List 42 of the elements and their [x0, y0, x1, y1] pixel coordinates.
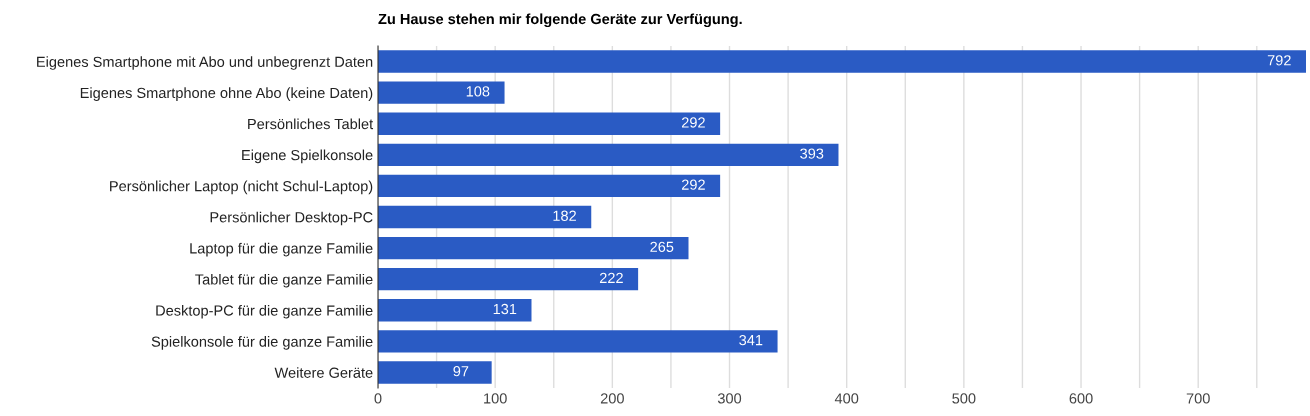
x-tick-label: 600 [1069, 393, 1093, 404]
bar [378, 174, 721, 198]
data-label: 792 [1267, 55, 1291, 66]
x-tick-label: 700 [1186, 393, 1210, 404]
data-label: 393 [800, 148, 824, 159]
y-tick-label: Desktop-PC für die ganze Familie [156, 304, 373, 319]
bar [378, 267, 639, 291]
bar [378, 330, 778, 353]
chart-title: Zu Hause stehen mir folgende Geräte zur Verfügung. [378, 13, 742, 28]
bar [378, 81, 505, 104]
x-tick-label: 400 [834, 393, 859, 404]
data-label: 182 [553, 210, 576, 221]
y-tick-label: Eigenes Smartphone ohne Abo (keine Daten) [80, 87, 373, 101]
bar [378, 361, 492, 384]
bar [378, 112, 721, 135]
y-tick-label: Eigenes Smartphone mit Abo und unbegrenzt Daten [37, 56, 373, 70]
data-label: 97 [453, 366, 469, 377]
bar [378, 236, 689, 260]
y-tick-label: Persönlicher Desktop-PC [210, 211, 373, 226]
x-tick-label: 100 [484, 393, 507, 404]
y-tick-label: Eigene Spielkonsole [242, 149, 373, 164]
bar [378, 143, 839, 167]
y-tick-label: Tablet für die ganze Familie [195, 273, 373, 288]
y-tick-label: Persönlicher Laptop (nicht Schul-Laptop) [110, 180, 373, 195]
y-tick-label: Weitere Geräte [274, 367, 373, 378]
x-tick-label: 300 [717, 393, 742, 404]
data-label: 341 [739, 334, 763, 346]
bar [378, 205, 592, 229]
x-tick-label: 0 [374, 393, 382, 404]
data-label: 265 [650, 241, 674, 253]
data-label: 131 [493, 303, 517, 315]
x-tick-label: 200 [600, 393, 624, 404]
y-tick-label: Spielkonsole für die ganze Familie [151, 336, 373, 350]
x-tick-label: 500 [952, 393, 976, 404]
bar [378, 50, 1306, 73]
data-label: 292 [681, 117, 705, 128]
data-label: 108 [466, 86, 490, 97]
data-label: 292 [681, 179, 705, 190]
y-tick-label: Laptop für die ganze Familie [190, 242, 373, 257]
bar [378, 299, 532, 322]
data-label: 222 [599, 272, 623, 283]
y-tick-label: Persönliches Tablet [248, 118, 374, 130]
